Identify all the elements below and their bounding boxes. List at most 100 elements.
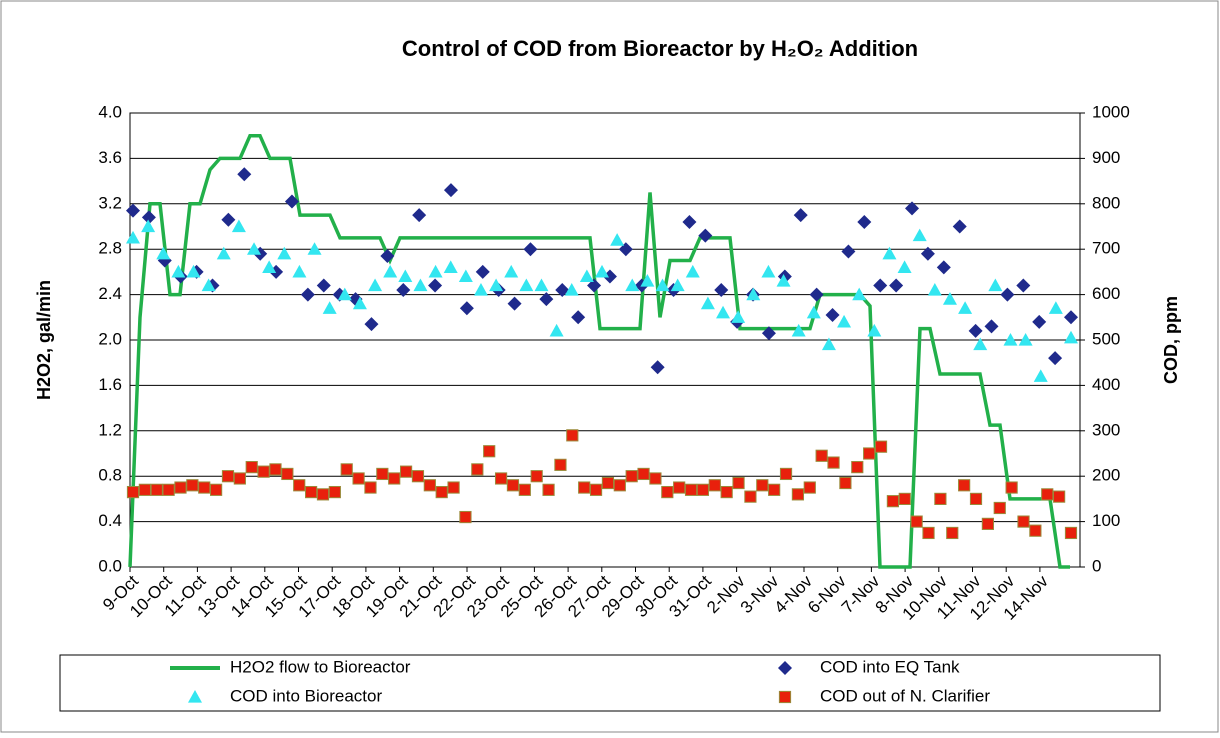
square-marker [934, 492, 947, 505]
triangle-marker [519, 278, 534, 292]
square-marker [506, 479, 520, 492]
triangle-marker [443, 260, 458, 273]
triangle-marker [489, 278, 504, 292]
square-marker [993, 501, 1006, 515]
diamond-marker [141, 210, 156, 225]
diamond-marker [1048, 351, 1063, 366]
diamond-marker [412, 208, 427, 223]
diamond-marker [857, 214, 872, 229]
square-marker [257, 465, 270, 478]
square-marker [874, 440, 888, 453]
square-marker [720, 485, 733, 499]
triangle-marker [655, 278, 670, 292]
square-marker [494, 472, 508, 485]
triangle-marker [927, 283, 942, 296]
square-marker [554, 458, 567, 471]
diamond-marker [316, 278, 331, 293]
y2-tick-label: 400 [1092, 375, 1120, 394]
diamond-marker [984, 319, 999, 334]
diamond-marker [650, 360, 665, 375]
square-marker [328, 485, 341, 499]
diamond-marker [825, 308, 840, 323]
square-marker [483, 445, 496, 458]
square-marker [589, 483, 603, 496]
diamond-marker [936, 260, 951, 275]
diamond-marker [555, 283, 570, 298]
diamond-marker [428, 278, 443, 293]
triangle-marker [383, 264, 398, 278]
square-marker [898, 492, 911, 505]
square-marker [732, 476, 745, 490]
triangle-marker [337, 287, 352, 301]
triangle-marker [837, 314, 852, 328]
diamond-marker [157, 253, 172, 268]
square-marker [779, 467, 793, 481]
diamond-marker [905, 201, 920, 216]
diamond-marker [682, 214, 697, 229]
square-marker [459, 510, 472, 524]
triangle-marker [716, 305, 731, 319]
square-marker [245, 461, 258, 474]
triangle-marker [761, 264, 776, 278]
triangle-marker [126, 230, 140, 244]
y-tick-label: 1.6 [98, 375, 122, 394]
square-marker [340, 463, 353, 476]
h2o2-line [128, 133, 1070, 569]
diamond-marker [698, 228, 713, 243]
triangle-marker [458, 269, 473, 283]
y2-tick-label: 900 [1092, 148, 1120, 167]
y2-tick-label: 200 [1092, 466, 1120, 485]
diamond-marker [126, 203, 140, 218]
triangle-marker [776, 273, 791, 287]
square-marker [981, 517, 994, 530]
y-tick-label: 0.0 [98, 556, 122, 575]
triangle-marker [685, 264, 700, 278]
y2-axis-title: COD, ppm [1161, 296, 1181, 384]
triangle-marker [141, 219, 156, 233]
triangle-marker [231, 219, 246, 233]
triangle-marker [473, 283, 488, 296]
diamond-marker [221, 212, 236, 227]
diamond-marker [396, 283, 411, 298]
diamond-marker [539, 292, 554, 307]
diamond-marker [1064, 310, 1078, 325]
triangle-marker [640, 273, 655, 287]
square-marker [744, 490, 757, 503]
diamond-marker [507, 296, 522, 311]
triangle-marker [262, 260, 277, 273]
square-marker [423, 479, 436, 492]
triangle-marker [504, 264, 519, 278]
square-marker [851, 461, 864, 474]
square-marker [625, 470, 638, 483]
square-marker [150, 483, 163, 496]
square-marker [1053, 490, 1066, 503]
diamond-marker [1016, 278, 1031, 293]
diamond-marker [1032, 314, 1047, 329]
diamond-marker [300, 287, 315, 302]
legend-label: COD into EQ Tank [820, 657, 960, 676]
diamond-marker [380, 249, 395, 264]
legend-label: COD out of N. Clarifier [820, 686, 990, 705]
triangle-marker [564, 283, 579, 296]
square-marker [601, 476, 615, 490]
legend-marker [778, 690, 792, 704]
square-marker [946, 526, 959, 540]
square-marker [530, 470, 543, 483]
diamond-marker [873, 278, 888, 293]
square-marker [221, 470, 235, 483]
square-marker [1064, 526, 1078, 540]
diamond-marker [952, 219, 967, 234]
square-marker [756, 479, 769, 492]
y2-tick-label: 300 [1092, 420, 1120, 439]
y2-tick-label: 0 [1092, 556, 1101, 575]
triangle-marker [1064, 330, 1078, 344]
diamond-marker [443, 183, 458, 198]
square-marker [138, 483, 151, 496]
square-marker [566, 429, 579, 442]
triangle-marker [882, 246, 897, 260]
square-marker [791, 488, 805, 501]
triangle-marker [610, 233, 625, 246]
square-marker [827, 456, 840, 469]
chart-title: Control of COD from Bioreactor by H₂O₂ A… [402, 36, 918, 61]
